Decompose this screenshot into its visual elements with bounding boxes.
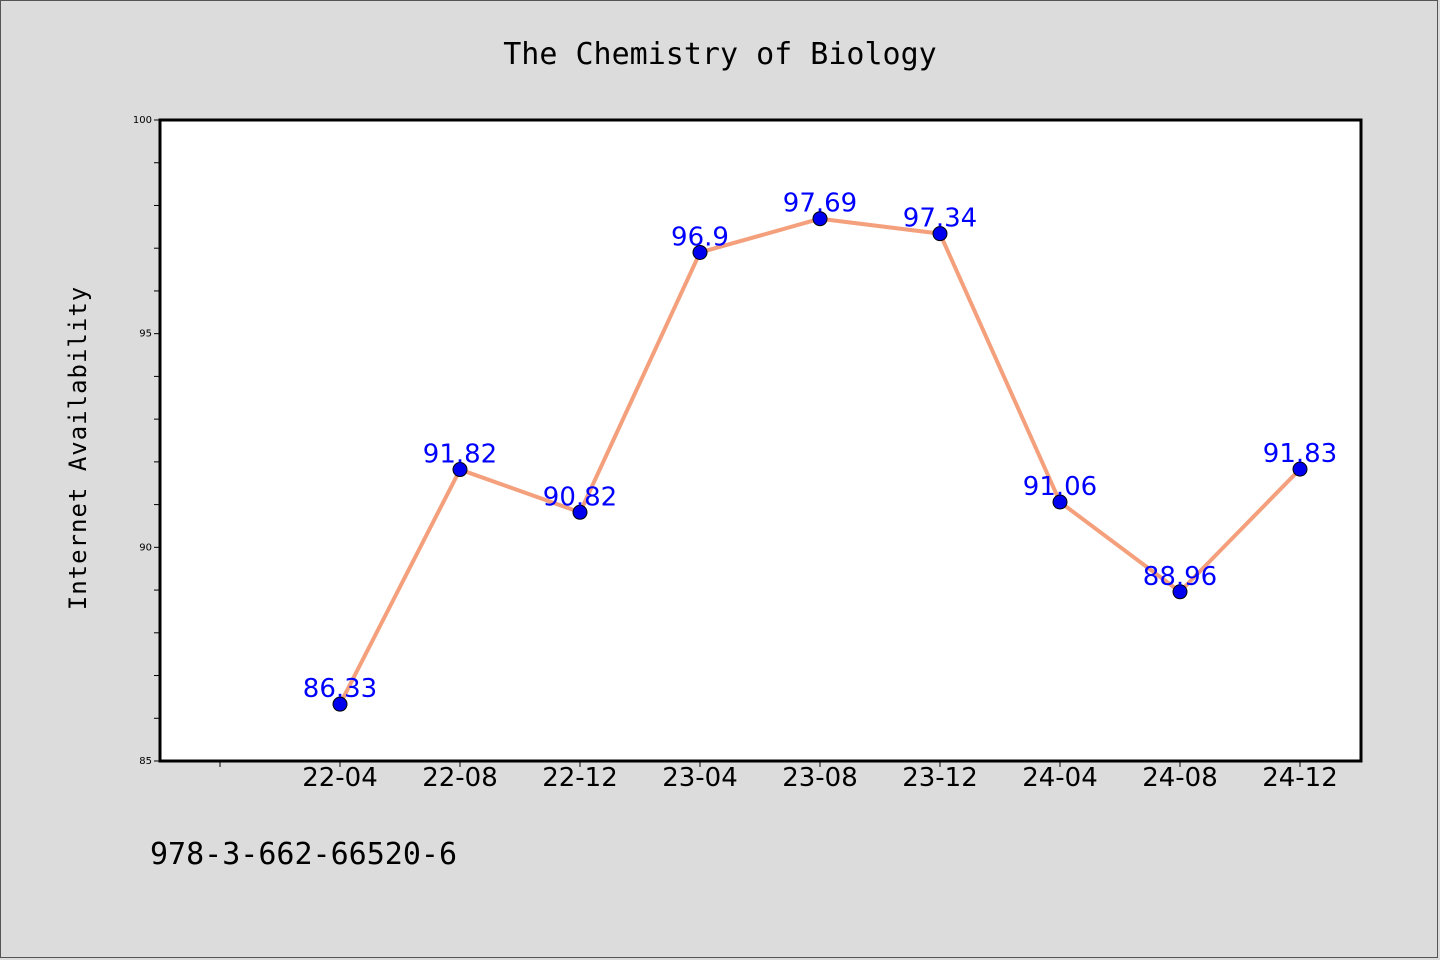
data-label: 96.9 bbox=[671, 222, 729, 252]
data-point bbox=[692, 244, 708, 260]
footer-isbn: 978-3-662-66520-6 bbox=[150, 837, 457, 872]
x-tick-label: 23-08 bbox=[782, 763, 858, 793]
data-label: 90.82 bbox=[543, 482, 617, 512]
data-labels-group: 86.33 91.82 90.82 96.9 97.69 97.34 91.06 88.96 9… bbox=[303, 189, 1337, 704]
data-label: 91.06 bbox=[1023, 472, 1097, 502]
series-points-group bbox=[332, 211, 1308, 712]
y-tick-label: 95 bbox=[139, 329, 152, 340]
data-label: 97.34 bbox=[903, 204, 977, 234]
x-tick-label: 23-04 bbox=[662, 763, 738, 793]
x-tick-label: 24-08 bbox=[1142, 763, 1218, 793]
y-axis-label: Internet Availability bbox=[64, 286, 92, 610]
data-point bbox=[932, 226, 948, 242]
data-point bbox=[572, 504, 588, 520]
plot-area bbox=[158, 118, 1363, 763]
x-tick-label: 22-12 bbox=[542, 763, 618, 793]
chart-title: The Chemistry of Biology bbox=[503, 37, 936, 72]
data-label: 97.69 bbox=[783, 189, 857, 219]
axis-ticks: 85 90 95 100 22-04 22-08 22-12 23-04 23-08 23-12 2… bbox=[133, 115, 1338, 793]
x-tick-label: 23-12 bbox=[902, 763, 978, 793]
data-point bbox=[1172, 584, 1188, 600]
data-point bbox=[332, 696, 348, 712]
data-point bbox=[1292, 461, 1308, 477]
data-label: 86.33 bbox=[303, 674, 377, 704]
y-tick-label: 100 bbox=[133, 115, 152, 126]
x-tick-label: 22-04 bbox=[302, 763, 378, 793]
data-label: 88.96 bbox=[1143, 562, 1217, 592]
data-point bbox=[1052, 494, 1068, 510]
data-point bbox=[812, 211, 828, 227]
data-point bbox=[452, 462, 468, 478]
y-tick-label: 85 bbox=[139, 756, 152, 767]
x-tick-label: 24-04 bbox=[1022, 763, 1098, 793]
y-tick-label: 90 bbox=[139, 542, 152, 553]
data-label: 91.82 bbox=[423, 440, 497, 470]
data-label: 91.83 bbox=[1263, 439, 1337, 469]
x-tick-label: 24-12 bbox=[1262, 763, 1338, 793]
x-tick-label: 22-08 bbox=[422, 763, 498, 793]
